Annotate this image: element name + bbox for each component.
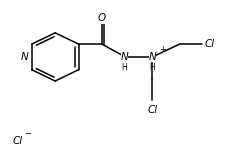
Text: N: N <box>149 52 156 62</box>
Text: −: − <box>24 129 31 138</box>
Text: Cl: Cl <box>147 105 158 115</box>
FancyBboxPatch shape <box>21 52 29 62</box>
Text: Cl: Cl <box>12 136 22 146</box>
Text: +: + <box>159 45 166 54</box>
Text: Cl: Cl <box>205 39 215 49</box>
FancyBboxPatch shape <box>149 52 156 62</box>
FancyBboxPatch shape <box>99 15 105 24</box>
Text: H: H <box>150 63 155 72</box>
Text: H: H <box>121 63 127 72</box>
FancyBboxPatch shape <box>120 52 128 62</box>
Text: O: O <box>98 13 106 23</box>
Text: N: N <box>21 52 29 62</box>
Text: N: N <box>120 52 128 62</box>
